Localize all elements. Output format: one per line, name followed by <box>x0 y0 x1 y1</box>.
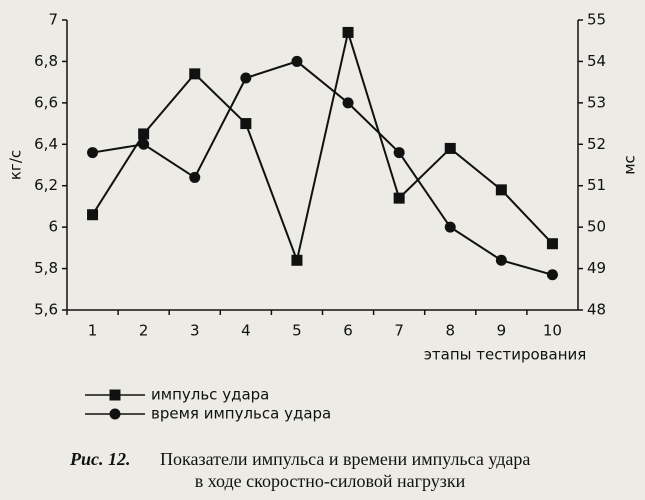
x-tick-label: 1 <box>88 322 98 340</box>
marker <box>87 147 99 159</box>
y2-tick-label: 52 <box>587 135 606 153</box>
y2-tick-label: 55 <box>587 11 606 29</box>
x-tick-label: 10 <box>543 322 562 340</box>
marker <box>87 209 99 221</box>
marker <box>240 72 252 84</box>
marker <box>393 192 405 204</box>
x-tick-label: 5 <box>292 322 302 340</box>
y-tick-label: 6,8 <box>34 52 58 70</box>
x-tick-label: 9 <box>497 322 507 340</box>
marker <box>495 254 507 266</box>
marker <box>546 269 558 281</box>
marker <box>546 238 558 250</box>
marker <box>393 147 405 159</box>
y2-axis-title: мс <box>621 155 639 175</box>
marker <box>291 55 303 67</box>
marker <box>189 171 201 183</box>
marker <box>444 142 456 154</box>
y-tick-label: 6,6 <box>34 93 58 111</box>
marker <box>291 254 303 266</box>
x-tick-label: 3 <box>190 322 200 340</box>
y-tick-label: 7 <box>48 11 58 29</box>
y-tick-label: 6,2 <box>34 176 58 194</box>
x-tick-label: 2 <box>139 322 149 340</box>
x-tick-label: 8 <box>445 322 455 340</box>
x-tick-label: 7 <box>394 322 404 340</box>
y2-tick-label: 51 <box>587 176 606 194</box>
x-tick-label: 4 <box>241 322 251 340</box>
y2-tick-label: 53 <box>587 93 606 111</box>
marker <box>444 221 456 233</box>
legend-label: импульс удара <box>151 386 269 404</box>
series-line <box>92 60 553 276</box>
marker <box>138 138 150 150</box>
legend-label: время импульса удара <box>151 405 331 423</box>
y-tick-label: 6 <box>48 218 58 236</box>
y2-tick-label: 49 <box>587 259 606 277</box>
series-line <box>91 28 554 264</box>
y-tick-label: 5,8 <box>34 259 58 277</box>
y2-tick-label: 50 <box>587 218 606 236</box>
y-tick-label: 6,4 <box>34 135 58 153</box>
x-tick-label: 6 <box>343 322 353 340</box>
y2-tick-label: 48 <box>587 301 606 319</box>
marker <box>189 68 201 80</box>
marker <box>342 97 354 109</box>
marker <box>495 184 507 196</box>
marker <box>109 408 121 420</box>
marker <box>342 26 354 38</box>
marker <box>138 128 150 140</box>
marker <box>240 118 252 130</box>
caption-line: Показатели импульса и времени импульса у… <box>160 449 530 469</box>
y2-tick-label: 54 <box>587 52 606 70</box>
x-axis-title: этапы тестирования <box>424 346 587 364</box>
y-tick-label: 5,6 <box>34 301 58 319</box>
figure-label: Рис. 12. <box>69 449 131 469</box>
y-axis-title: кг/с <box>7 150 25 180</box>
marker <box>109 389 121 401</box>
caption-line: в ходе скоростно-силовой нагрузки <box>195 471 466 491</box>
